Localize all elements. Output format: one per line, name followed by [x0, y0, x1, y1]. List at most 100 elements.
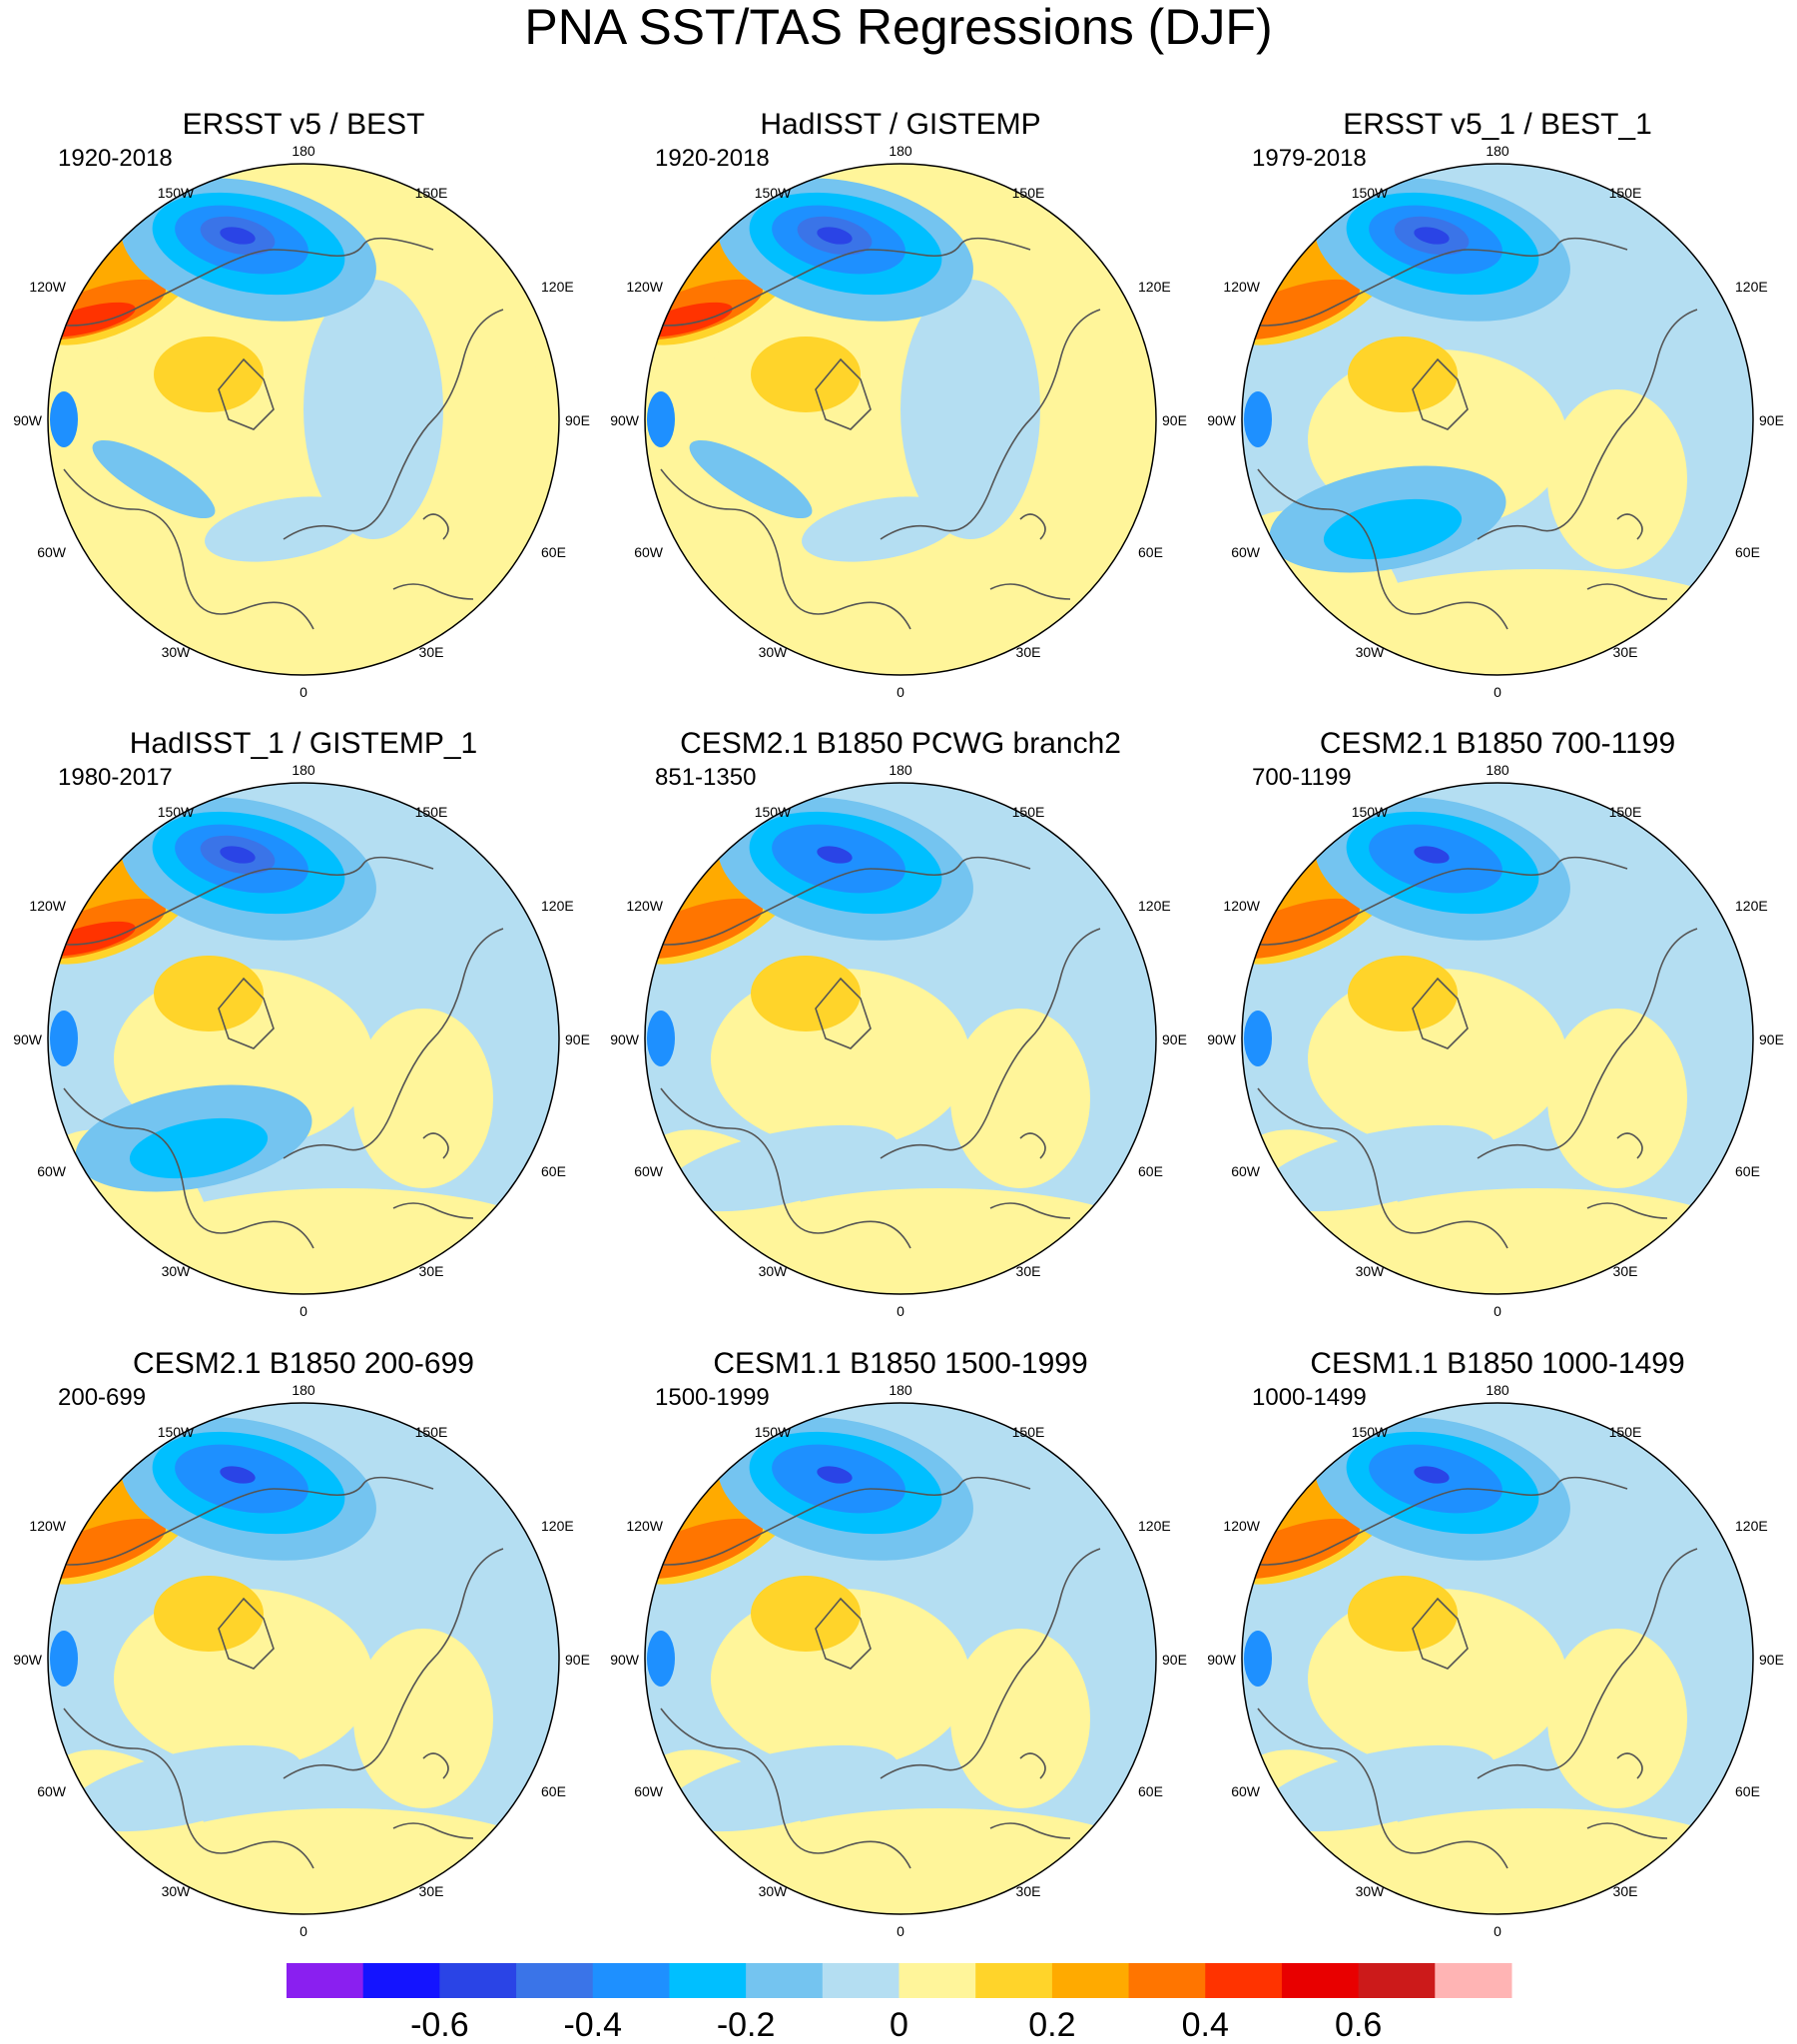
neg-region-pacific-core	[220, 227, 256, 245]
panel-period: 700-1199	[1252, 764, 1352, 791]
longitude-label: 60E	[1735, 544, 1760, 560]
coastline-north-america	[53, 856, 434, 946]
longitude-label: 120W	[626, 898, 663, 914]
coastline-atlantic	[1257, 1087, 1508, 1249]
pos-region-canada	[751, 1576, 861, 1652]
colorbar-swatch	[362, 1963, 440, 1998]
longitude-label: 150E	[1609, 185, 1642, 201]
longitude-label: 60E	[1138, 544, 1163, 560]
neg-region-pacific-core	[1414, 227, 1450, 245]
neg-region-pacific-core	[220, 846, 256, 864]
longitude-label: 150W	[158, 804, 195, 820]
coastline-caspian	[1616, 1752, 1643, 1779]
longitude-label: 120E	[1138, 898, 1171, 914]
map-field	[48, 783, 559, 1294]
longitude-label: 90W	[1207, 1652, 1237, 1668]
map-boundary	[644, 782, 1157, 1295]
neg-region-labrador	[92, 439, 216, 519]
longitude-label: 150W	[158, 1424, 195, 1440]
panel-title: CESM2.1 B1850 PCWG branch2	[680, 727, 1121, 760]
neg-region-hudson	[50, 1631, 78, 1687]
longitude-label: 150W	[755, 1424, 792, 1440]
longitude-label: 0	[300, 684, 307, 700]
panel-period: 1920-2018	[655, 145, 770, 172]
pos-region-asia	[1547, 389, 1687, 569]
coastline-greenland	[218, 1597, 275, 1670]
longitude-label: 120E	[541, 898, 574, 914]
longitude-label: 0	[1494, 684, 1501, 700]
longitude-label: 90W	[1207, 412, 1237, 428]
colorbar-swatch	[1435, 1963, 1512, 1998]
longitude-label: 120E	[1735, 898, 1768, 914]
longitude-label: 180	[292, 1382, 315, 1398]
longitude-label: 60W	[37, 544, 67, 560]
longitude-label: 30W	[759, 644, 789, 660]
pos-region-asia	[353, 1009, 493, 1188]
coastline-caspian	[422, 513, 449, 540]
figure-title: PNA SST/TAS Regressions (DJF)	[524, 0, 1272, 55]
colorbar-swatch	[592, 1963, 670, 1998]
longitude-label: 90E	[1759, 1031, 1784, 1047]
panel-title: HadISST / GISTEMP	[760, 108, 1040, 141]
neg-region-pacific-core	[220, 1466, 256, 1484]
colorbar-swatch	[1205, 1963, 1283, 1998]
longitude-label: 0	[1494, 1303, 1501, 1319]
neg-region-hudson	[50, 1011, 78, 1066]
coastline-caspian	[1019, 513, 1046, 540]
longitude-label: 30E	[1016, 644, 1041, 660]
neg-region-pacific-core	[1414, 846, 1450, 864]
neg-region-hudson	[647, 1011, 675, 1066]
longitude-label: 120W	[626, 1518, 663, 1534]
coastline-north-america	[53, 237, 434, 327]
map-boundary	[644, 163, 1157, 676]
map-boundary	[47, 1402, 560, 1915]
map-panel: HadISST_1 / GISTEMP_1 1980-2017 180 0 150W 15…	[13, 727, 590, 1319]
longitude-label: 150E	[415, 185, 448, 201]
map-panel: CESM1.1 B1850 1500-1999 1500-1999 180 0 150W…	[610, 1347, 1187, 1939]
longitude-label: 30E	[1613, 1263, 1638, 1279]
longitude-label: 60W	[37, 1783, 67, 1799]
longitude-label: 0	[300, 1303, 307, 1319]
longitude-label: 90E	[1162, 1031, 1187, 1047]
longitude-label: 90W	[1207, 1031, 1237, 1047]
panel-title: CESM1.1 B1850 1500-1999	[713, 1347, 1087, 1380]
pos-region-canada	[751, 956, 861, 1031]
longitude-label: 30E	[419, 1263, 444, 1279]
colorbar-swatch	[516, 1963, 594, 1998]
longitude-label: 180	[1486, 143, 1509, 159]
coastline-north-america	[1247, 1476, 1628, 1566]
panel-grid: ERSST v5 / BEST 1920-2018 180 0 150W 150E 120W…	[13, 108, 1784, 1939]
colorbar-swatch	[669, 1963, 747, 1998]
longitude-label: 30W	[759, 1883, 789, 1899]
coastline-greenland	[815, 357, 872, 430]
coastline-mediterranean	[1586, 1822, 1668, 1839]
longitude-label: 60E	[541, 544, 566, 560]
longitude-label: 90E	[1759, 1652, 1784, 1668]
neg-region-europe	[205, 496, 362, 562]
colorbar: -0.6 -0.4 -0.2 0 0.2 0.4 0.6	[287, 1963, 1512, 2044]
coastline	[53, 237, 504, 630]
map-field	[48, 1403, 559, 1914]
panel-period: 1980-2017	[58, 764, 173, 791]
coastline-atlantic	[63, 1087, 314, 1249]
coastline-greenland	[815, 1597, 872, 1670]
longitude-label: 0	[1494, 1923, 1501, 1939]
longitude-label: 0	[897, 1923, 904, 1939]
neg-region-hudson	[647, 391, 675, 447]
longitude-label: 30W	[1356, 1883, 1386, 1899]
longitude-label: 90W	[610, 1652, 640, 1668]
coastline-atlantic	[660, 1707, 911, 1869]
coastline-caspian	[1616, 1132, 1643, 1159]
longitude-label: 120E	[1735, 279, 1768, 295]
longitude-label: 120W	[29, 898, 66, 914]
neg-region-pacific-core	[817, 846, 853, 864]
longitude-label: 150W	[1352, 1424, 1389, 1440]
coastline-caspian	[422, 1132, 449, 1159]
coastline-caspian	[422, 1752, 449, 1779]
coastline-greenland	[1412, 357, 1469, 430]
longitude-label: 150W	[755, 185, 792, 201]
longitude-label: 150E	[415, 804, 448, 820]
panel-period: 1979-2018	[1252, 145, 1367, 172]
colorbar-swatch	[1358, 1963, 1436, 1998]
map-boundary	[47, 782, 560, 1295]
